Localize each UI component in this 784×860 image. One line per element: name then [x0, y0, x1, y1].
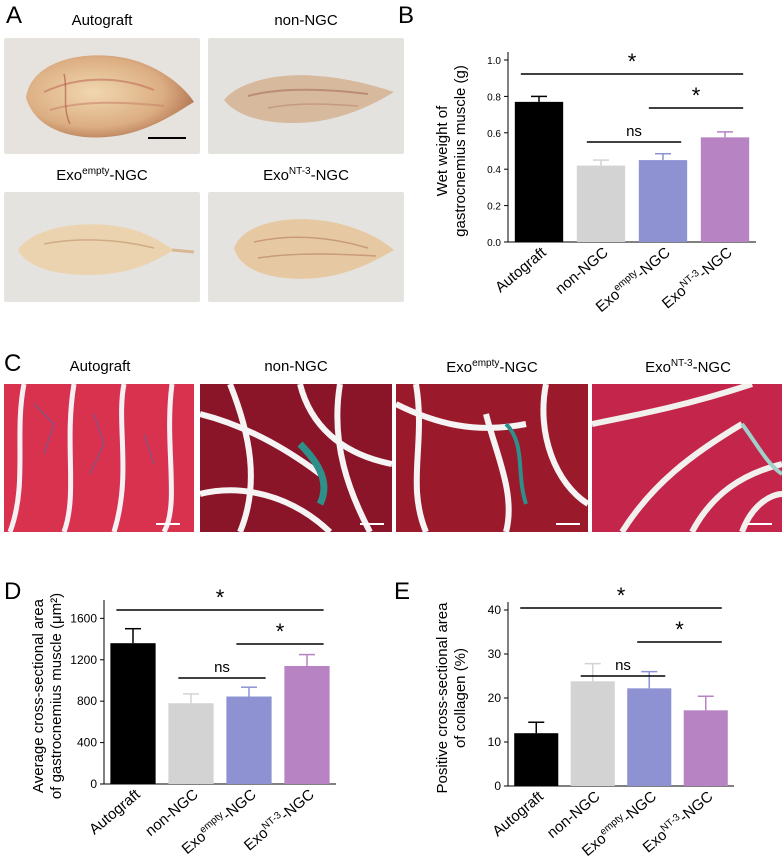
x-tick-label: non-NGC	[552, 244, 612, 298]
significance-label: *	[216, 585, 225, 610]
panel-letter-d: D	[4, 578, 22, 605]
bar	[284, 665, 330, 784]
significance-label: *	[276, 619, 285, 644]
y-axis-label: Positive cross-sectional areaof collagen…	[434, 602, 469, 794]
histology-label-non-ngc: non-NGC	[264, 358, 328, 375]
y-tick-label: 30	[488, 647, 502, 661]
x-tick-label: Autograft	[489, 788, 547, 841]
y-tick-label: 0.6	[487, 129, 501, 140]
photo-non-ngc-muscle	[208, 38, 404, 154]
bar	[700, 137, 750, 242]
significance-label: *	[617, 583, 626, 608]
significance-label: ns	[214, 659, 230, 676]
panel-letter-c: C	[4, 350, 22, 377]
histology-image-autograft	[4, 384, 194, 532]
bar	[683, 710, 728, 786]
significance-label: *	[628, 49, 637, 74]
bar	[627, 688, 672, 786]
y-tick-label: 400	[77, 736, 97, 750]
significance-label: *	[692, 83, 701, 108]
panel-letter-e: E	[394, 578, 411, 605]
bar	[168, 703, 214, 784]
histology-label-exo-empty: Exoempty-NGC	[446, 358, 538, 376]
y-tick-label: 0	[494, 779, 501, 793]
bar	[110, 643, 156, 784]
bar	[514, 101, 564, 242]
y-tick-label: 1200	[70, 653, 97, 667]
y-tick-label: 0.2	[487, 202, 501, 213]
histology-image-exo-empty	[396, 384, 588, 532]
histology-label-autograft: Autograft	[69, 358, 131, 375]
y-tick-label: 0.4	[487, 165, 501, 176]
y-tick-label: 1600	[70, 611, 97, 625]
y-axis-label: Average cross-sectional areaof gastrocne…	[30, 593, 65, 799]
y-tick-label: 800	[77, 694, 97, 708]
significance-label: ns	[626, 123, 642, 140]
histology-image-exo-nt3	[592, 384, 782, 532]
y-tick-label: 0	[90, 777, 97, 791]
chart-e-collagen-area: Positive cross-sectional areaof collagen…	[434, 583, 734, 858]
photo-exo-empty-muscle	[4, 192, 200, 302]
y-tick-label: 40	[488, 603, 502, 617]
bar	[226, 696, 272, 784]
panel-letter-b: B	[398, 2, 415, 29]
photo-label-autograft: Autograft	[71, 12, 133, 29]
chart-d-cross-sectional-area: Average cross-sectional areaof gastrocne…	[30, 585, 336, 858]
photo-label-exo-nt3: ExoNT-3-NGC	[263, 166, 349, 184]
histology-image-non-ngc	[200, 384, 392, 532]
y-axis-label: Wet weight ofgastrocnemius muscle (g)	[434, 65, 469, 237]
chart-b-wet-weight: Wet weight ofgastrocnemius muscle (g) 0.0…	[434, 49, 756, 316]
x-tick-label: Autograft	[86, 786, 144, 839]
y-tick-label: 0.0	[487, 238, 501, 249]
photo-label-non-ngc: non-NGC	[274, 12, 338, 29]
x-tick-label: Autograft	[492, 244, 550, 297]
bar	[576, 165, 626, 242]
bar	[514, 733, 559, 786]
bar	[570, 681, 615, 786]
significance-label: *	[675, 617, 684, 642]
photo-autograft-muscle	[4, 38, 200, 154]
y-tick-label: 0.8	[487, 92, 501, 103]
photo-exo-nt3-muscle	[208, 192, 404, 302]
panel-letter-a: A	[6, 2, 23, 29]
histology-label-exo-nt3: ExoNT-3-NGC	[645, 358, 731, 376]
y-tick-label: 20	[488, 691, 502, 705]
photo-label-exo-empty: Exoempty-NGC	[56, 166, 148, 184]
y-tick-label: 1.0	[487, 56, 501, 67]
significance-label: ns	[615, 657, 631, 674]
y-tick-label: 10	[488, 735, 502, 749]
bar	[638, 160, 688, 242]
